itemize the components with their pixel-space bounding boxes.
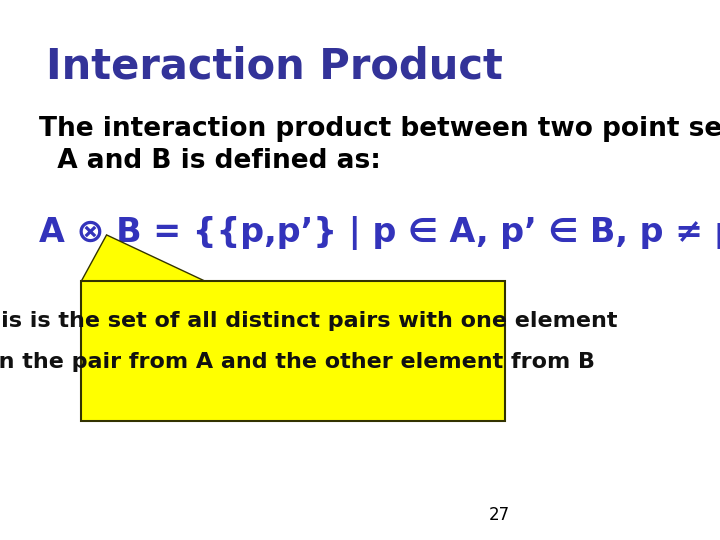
FancyBboxPatch shape bbox=[81, 281, 505, 421]
Text: Interaction Product: Interaction Product bbox=[46, 46, 503, 88]
Text: A ⊗ B = {{p,p’} | p ∈ A, p’ ∈ B, p ≠ p’}: A ⊗ B = {{p,p’} | p ∈ A, p’ ∈ B, p ≠ p’} bbox=[39, 216, 720, 250]
Text: This is the set of all distinct pairs with one element: This is the set of all distinct pairs wi… bbox=[0, 311, 617, 332]
Text: A and B is defined as:: A and B is defined as: bbox=[39, 148, 381, 174]
Text: The interaction product between two point sets: The interaction product between two poin… bbox=[39, 116, 720, 142]
Text: in the pair from A and the other element from B: in the pair from A and the other element… bbox=[0, 352, 595, 372]
Text: 27: 27 bbox=[489, 506, 510, 524]
Polygon shape bbox=[81, 235, 204, 281]
